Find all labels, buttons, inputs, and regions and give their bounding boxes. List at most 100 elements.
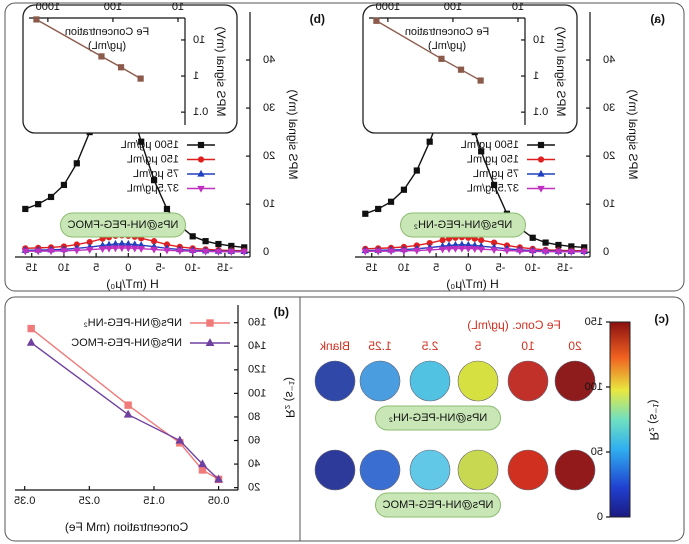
marker — [60, 248, 68, 255]
marker — [555, 241, 562, 249]
marker — [387, 198, 395, 205]
well — [409, 449, 451, 491]
legend-label: 1500 μg/mL — [121, 139, 179, 151]
marker — [413, 167, 420, 174]
y-tick-label: 0.1 — [533, 106, 548, 118]
x-tick-label: 0 — [465, 262, 471, 274]
marker — [47, 248, 55, 256]
legend-label: 1500 μg/mL — [461, 139, 519, 151]
y-tick-label: 1 — [193, 70, 199, 82]
x-tick-label: 10 — [172, 1, 184, 13]
x-tick-label: 100 — [104, 1, 122, 13]
well — [554, 449, 596, 491]
y-tick-label: 40 — [263, 54, 275, 66]
marker — [580, 249, 588, 256]
x-tick-label: -10 — [185, 262, 201, 274]
series-line — [376, 20, 481, 82]
column-label: 1.25 — [368, 339, 392, 353]
y-axis-label: MPS signal (mV) — [554, 26, 568, 116]
marker — [490, 247, 498, 254]
inset-frame — [22, 4, 238, 134]
x-axis-label: Fe Concentration — [405, 26, 489, 38]
marker — [537, 185, 545, 193]
y-tick-label: 10 — [603, 198, 615, 210]
colorbar — [609, 321, 631, 518]
marker — [471, 246, 479, 253]
marker — [490, 181, 498, 189]
marker — [35, 201, 42, 208]
colorbar-tick-label: 0 — [597, 511, 603, 523]
x-tick-label: 100 — [444, 1, 462, 13]
marker — [197, 156, 205, 163]
marker — [445, 246, 453, 253]
marker — [451, 246, 460, 253]
well — [554, 360, 596, 402]
marker — [425, 247, 434, 255]
x-tick-label: 1000 — [36, 1, 60, 13]
marker — [176, 248, 184, 256]
y-axis-label: R₂ (s⁻¹) — [283, 377, 297, 418]
marker — [85, 247, 94, 254]
sample-label: NPs@NH-PEG-FMOC — [68, 219, 179, 231]
marker — [189, 233, 196, 240]
marker — [202, 238, 209, 245]
column-label: 20 — [568, 339, 582, 353]
marker — [477, 246, 485, 254]
marker — [240, 249, 248, 256]
marker — [439, 237, 446, 244]
y-tick-label: 140 — [248, 340, 266, 352]
sample-pill — [375, 405, 501, 431]
marker — [175, 435, 185, 444]
top-frame — [4, 2, 685, 292]
marker — [98, 53, 105, 60]
y-tick-label: 80 — [248, 411, 260, 423]
inset-frame — [362, 4, 578, 134]
y-tick-label: 20 — [263, 150, 275, 162]
y-tick-label: 10 — [193, 34, 205, 46]
y-tick-label: 40 — [248, 458, 260, 470]
marker — [118, 245, 126, 253]
marker — [567, 249, 576, 256]
column-label: 2.5 — [421, 339, 438, 353]
sample-label: NPs@NH-PEG-NH₂ — [389, 412, 488, 424]
marker — [361, 248, 370, 256]
x-tick-label: 15 — [26, 262, 38, 274]
y-tick-label: 100 — [248, 387, 266, 399]
marker — [503, 247, 511, 255]
legend-label: NPs@NH-PEG-NH₂ — [83, 317, 182, 329]
marker — [362, 210, 369, 217]
x-axis-label: Fe Concentration — [65, 26, 149, 38]
x-axis-label: Concentration (mM Fe) — [65, 520, 188, 534]
marker — [215, 240, 222, 248]
x-tick-label: 5 — [93, 262, 99, 274]
sample-label: NPs@NH-PEG-FMOC — [383, 499, 494, 511]
well — [457, 449, 499, 491]
marker — [22, 205, 29, 213]
y-tick-label: 0.1 — [193, 106, 208, 118]
sample-pill — [60, 212, 186, 238]
y-tick-label: 10 — [533, 34, 545, 46]
marker — [201, 248, 210, 256]
marker — [537, 156, 545, 163]
y-tick-label: 30 — [263, 102, 275, 114]
panel-label: (c) — [654, 312, 669, 326]
marker — [375, 205, 382, 213]
well — [359, 360, 401, 402]
marker — [21, 248, 30, 256]
y-tick-label: 20 — [603, 150, 615, 162]
marker — [373, 17, 380, 24]
marker — [374, 248, 382, 256]
sample-label: NPs@NH-PEG-NH₂ — [414, 219, 513, 231]
marker — [400, 248, 408, 256]
marker — [516, 248, 524, 256]
x-tick-label: 0.35 — [14, 495, 35, 507]
marker — [387, 248, 395, 256]
x-tick-label: 10 — [58, 262, 70, 274]
marker — [123, 409, 133, 418]
marker — [426, 138, 433, 145]
marker — [124, 245, 133, 253]
x-axis-label: H (mT/μ₀) — [446, 277, 499, 291]
marker — [111, 245, 120, 253]
